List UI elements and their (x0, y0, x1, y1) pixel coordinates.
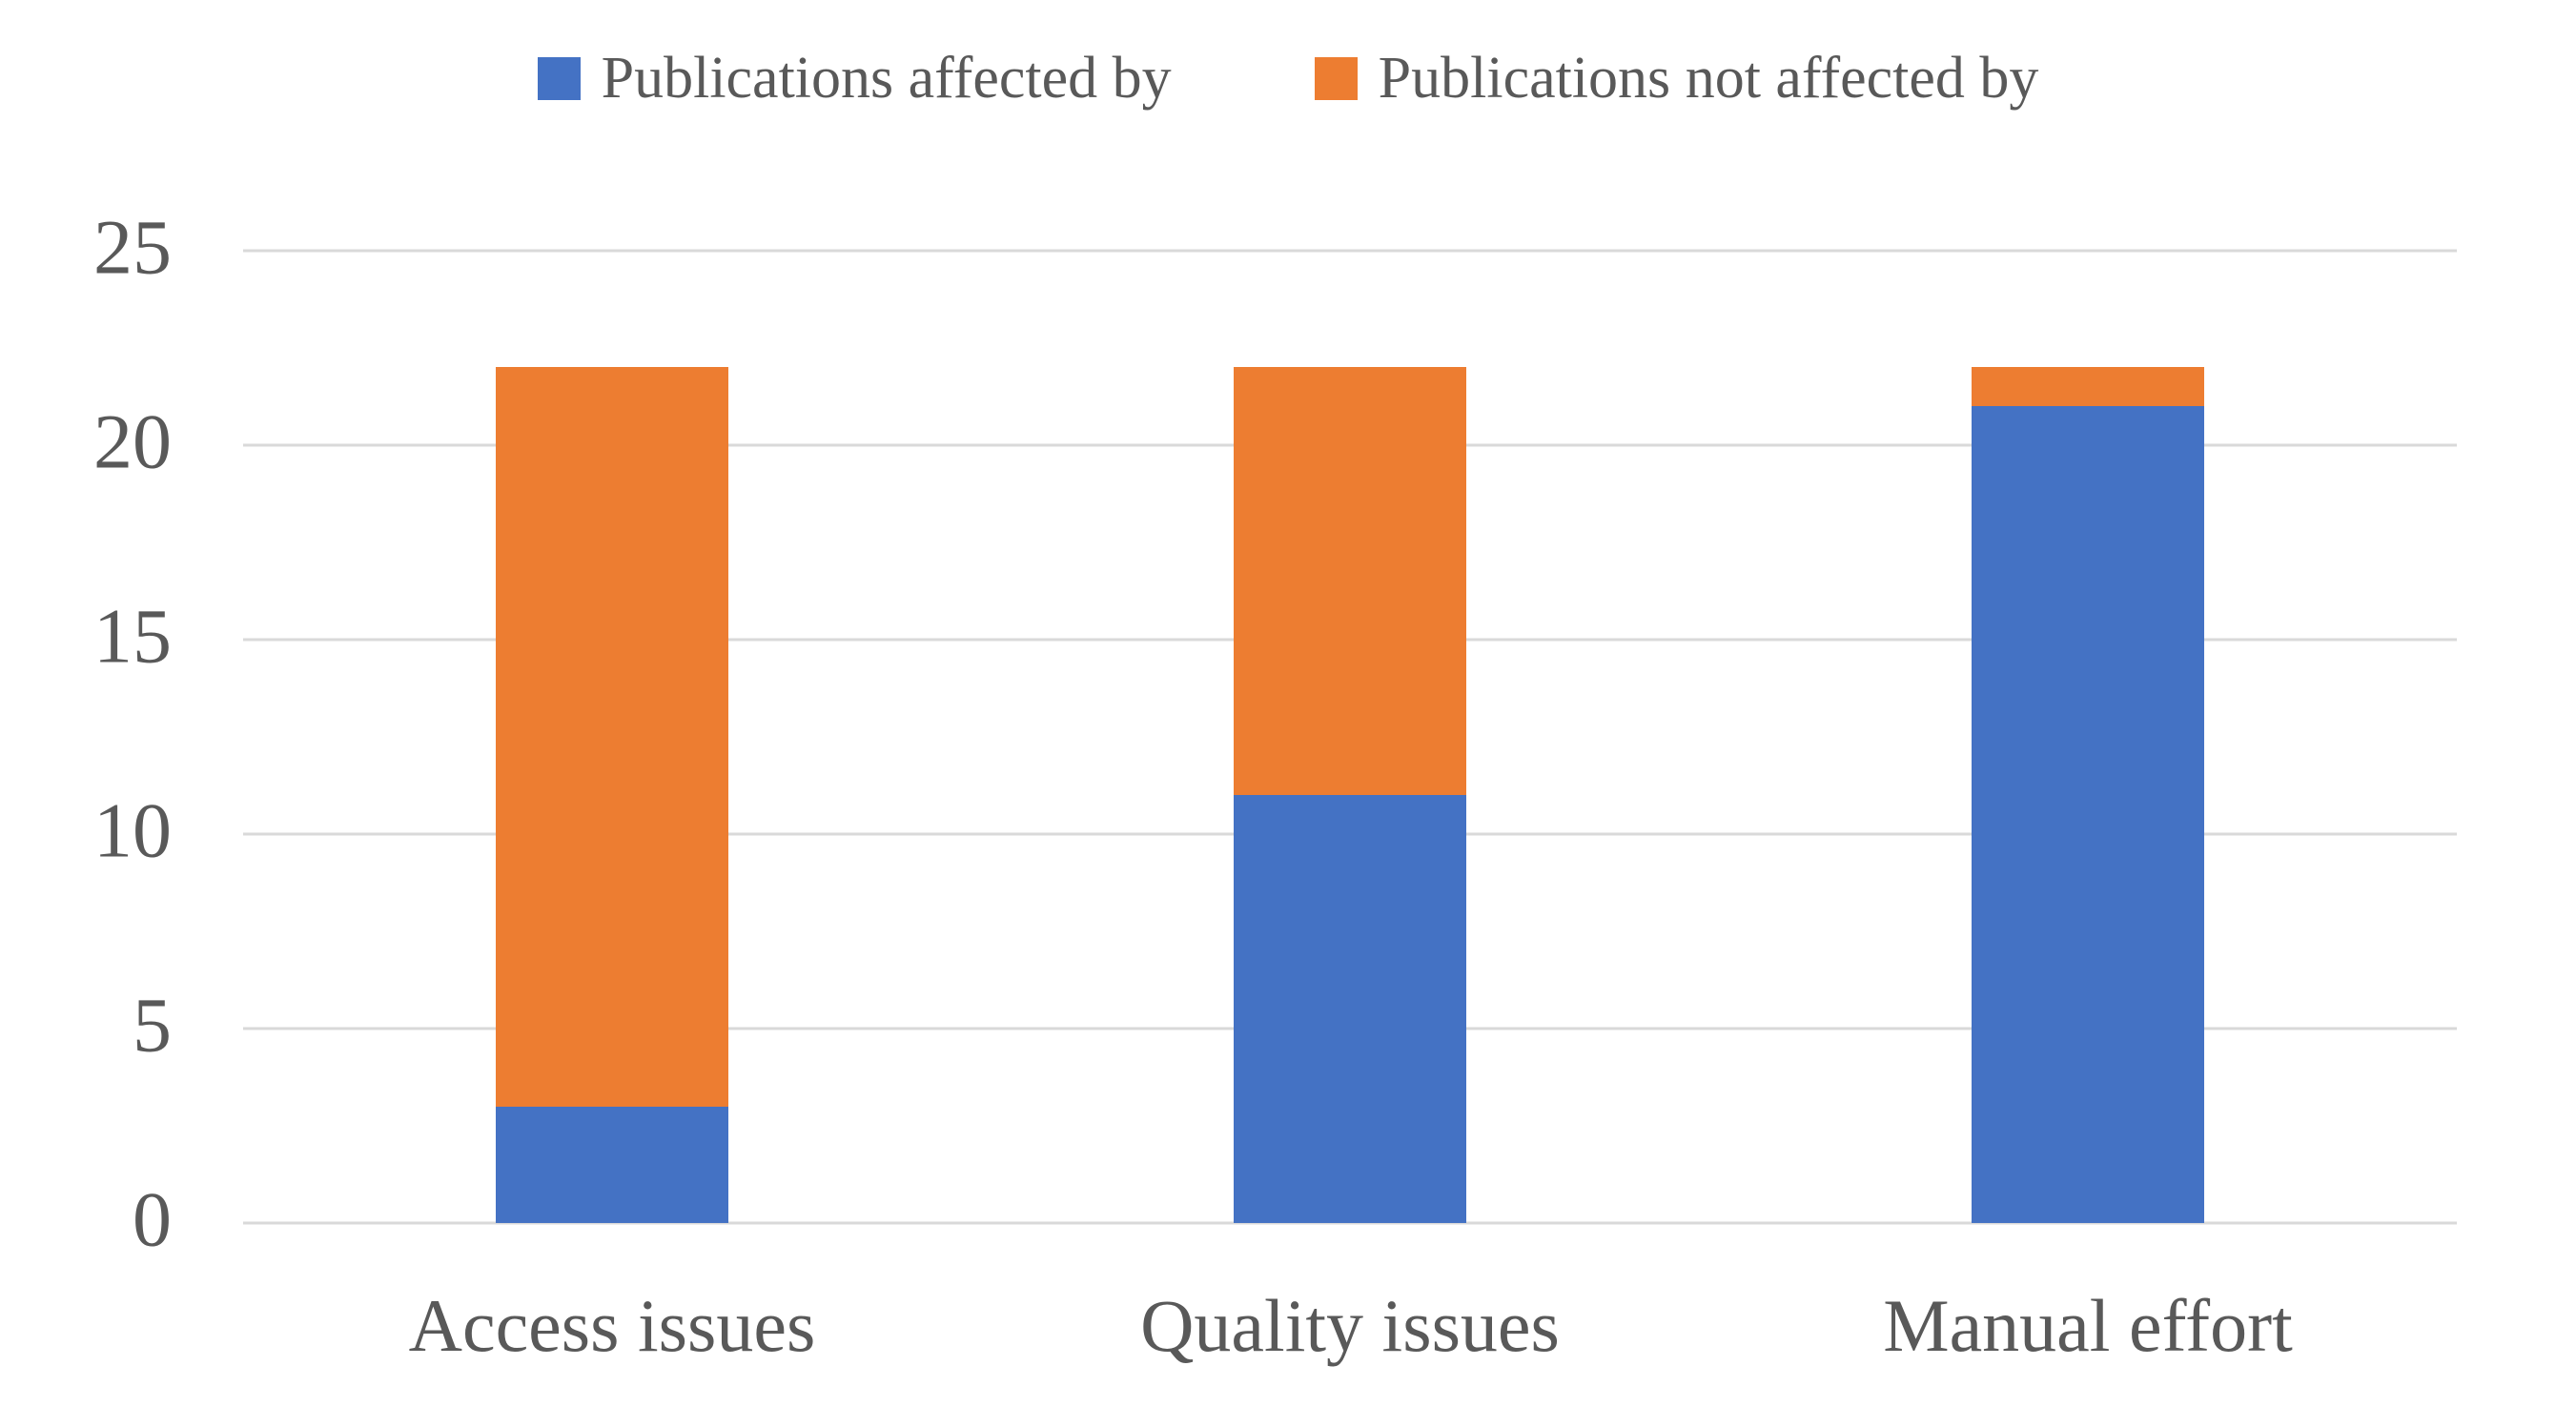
bar-access-issues (496, 367, 728, 1223)
bar-segment-manual-effort-publications-affected-by (1972, 406, 2204, 1223)
bar-segment-access-issues-publications-not-affected-by (496, 367, 728, 1107)
legend-swatch-affected-icon (537, 56, 581, 100)
bar-segment-manual-effort-publications-not-affected-by (1972, 367, 2204, 407)
y-axis-tick-label: 0 (133, 1175, 172, 1263)
legend-item-not-affected: Publications not affected by (1314, 46, 2039, 111)
y-axis-tick-label: 5 (133, 981, 172, 1069)
gridline (243, 1221, 2457, 1225)
y-axis-tick-label: 20 (93, 398, 172, 485)
bar-segment-quality-issues-publications-not-affected-by (1234, 367, 1466, 796)
gridline (243, 249, 2457, 253)
bar-quality-issues (1234, 367, 1466, 1223)
x-axis-category-label: Access issues (408, 1284, 816, 1367)
legend-label-not-affected: Publications not affected by (1378, 46, 2039, 111)
y-axis-tick-label: 15 (93, 592, 172, 680)
legend-swatch-not-affected-icon (1314, 56, 1358, 100)
bar-segment-access-issues-publications-affected-by (496, 1106, 728, 1223)
x-axis-category-label: Quality issues (1140, 1284, 1560, 1367)
bar-segment-quality-issues-publications-affected-by (1234, 795, 1466, 1223)
y-axis-tick-label: 25 (93, 203, 172, 291)
legend-label-affected: Publications affected by (601, 46, 1172, 111)
chart-legend: Publications affected by Publications no… (0, 46, 2576, 111)
legend-item-affected: Publications affected by (537, 46, 1172, 111)
y-axis-tick-label: 10 (93, 786, 172, 874)
bar-manual-effort (1972, 367, 2204, 1223)
x-axis-category-label: Manual effort (1883, 1284, 2293, 1367)
